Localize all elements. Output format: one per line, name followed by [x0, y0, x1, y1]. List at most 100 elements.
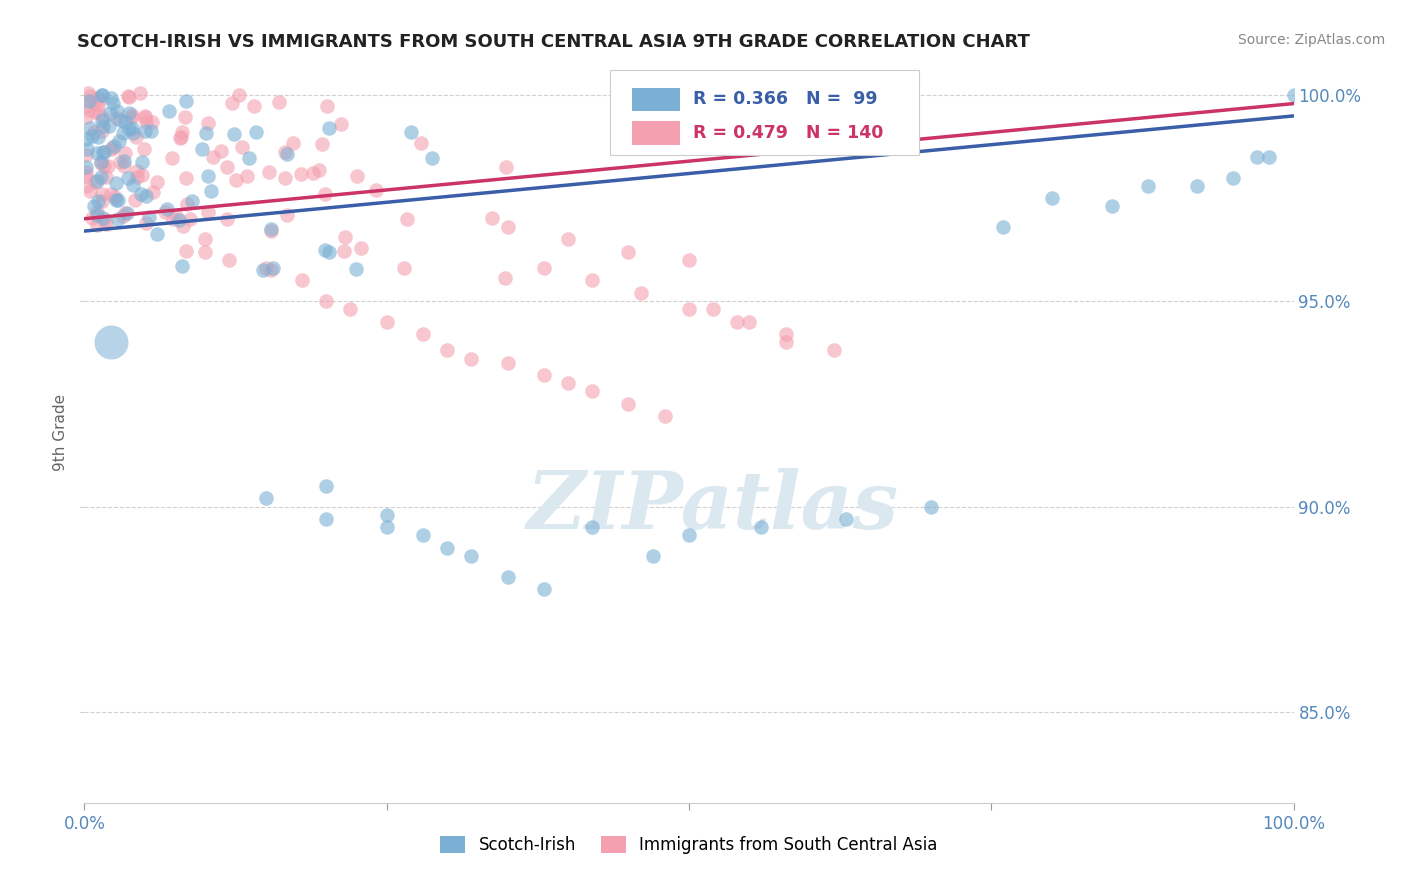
Point: [75, 160, 97, 174]
Point: [290, 167, 312, 181]
Point: [581, 384, 603, 399]
Point: [1040, 191, 1063, 205]
Point: [581, 520, 603, 534]
Point: [134, 111, 156, 125]
Point: [75, 99, 97, 113]
Point: [200, 184, 222, 198]
Point: [436, 343, 458, 358]
Point: [738, 314, 761, 328]
Point: [533, 582, 555, 596]
Point: [135, 216, 157, 230]
Point: [80, 129, 103, 144]
Point: [87, 105, 110, 120]
Point: [396, 211, 419, 226]
Point: [128, 87, 150, 101]
Point: [104, 190, 127, 204]
Point: [76, 86, 98, 100]
Point: [581, 273, 603, 287]
Point: [105, 104, 128, 119]
Point: [194, 232, 217, 246]
Point: [678, 252, 700, 267]
Point: [725, 314, 748, 328]
Point: [141, 124, 163, 138]
Point: [1137, 178, 1160, 193]
Point: [174, 170, 197, 185]
Point: [495, 160, 517, 174]
Point: [122, 126, 145, 140]
Text: ZIPatlas: ZIPatlas: [527, 468, 900, 545]
Point: [242, 99, 264, 113]
Point: [87, 194, 110, 209]
Point: [225, 173, 247, 187]
Point: [76, 142, 98, 156]
Point: [101, 141, 124, 155]
Point: [269, 95, 291, 109]
Point: [316, 98, 339, 112]
Point: [101, 95, 124, 110]
Point: [221, 95, 243, 110]
Point: [127, 170, 149, 185]
Point: [91, 119, 114, 133]
Point: [86, 174, 108, 188]
Text: R = 0.479   N = 140: R = 0.479 N = 140: [693, 124, 883, 142]
Point: [260, 222, 283, 236]
Point: [678, 528, 700, 542]
Point: [281, 136, 304, 151]
Point: [496, 356, 519, 370]
Point: [412, 528, 434, 542]
Point: [112, 126, 135, 140]
Point: [121, 110, 143, 124]
Point: [100, 335, 122, 350]
Point: [224, 128, 246, 142]
Point: [91, 123, 114, 137]
Point: [115, 206, 138, 220]
Point: [238, 151, 260, 165]
Point: [481, 211, 503, 225]
Point: [201, 150, 224, 164]
Point: [231, 140, 253, 154]
Point: [91, 88, 114, 103]
Point: [87, 130, 110, 145]
Point: [87, 98, 110, 112]
Point: [751, 520, 773, 534]
Point: [318, 120, 340, 135]
Point: [124, 194, 146, 208]
Point: [1222, 170, 1244, 185]
Point: [112, 153, 135, 168]
FancyBboxPatch shape: [633, 121, 681, 145]
Point: [215, 160, 238, 174]
Point: [75, 110, 97, 124]
Point: [146, 175, 169, 189]
Point: [90, 170, 112, 185]
Point: [412, 326, 434, 341]
Point: [84, 175, 107, 189]
Point: [197, 169, 219, 184]
Point: [142, 186, 165, 200]
Point: [399, 125, 422, 139]
Point: [835, 512, 858, 526]
Point: [75, 164, 97, 178]
Point: [228, 87, 250, 102]
Point: [641, 549, 664, 563]
Point: [920, 500, 942, 514]
Point: [91, 145, 114, 159]
Point: [162, 211, 184, 226]
Point: [79, 94, 101, 108]
Point: [108, 155, 131, 169]
Point: [83, 199, 105, 213]
Point: [260, 262, 283, 277]
Point: [79, 89, 101, 103]
Point: [314, 244, 336, 258]
Point: [80, 211, 103, 226]
Point: [460, 549, 482, 563]
Point: [121, 121, 143, 136]
Point: [496, 569, 519, 583]
Point: [174, 94, 197, 108]
Point: [254, 261, 277, 276]
Point: [262, 260, 284, 275]
Point: [75, 131, 97, 145]
Point: [375, 314, 398, 328]
Point: [314, 187, 336, 202]
Point: [169, 130, 191, 145]
Point: [496, 219, 519, 234]
